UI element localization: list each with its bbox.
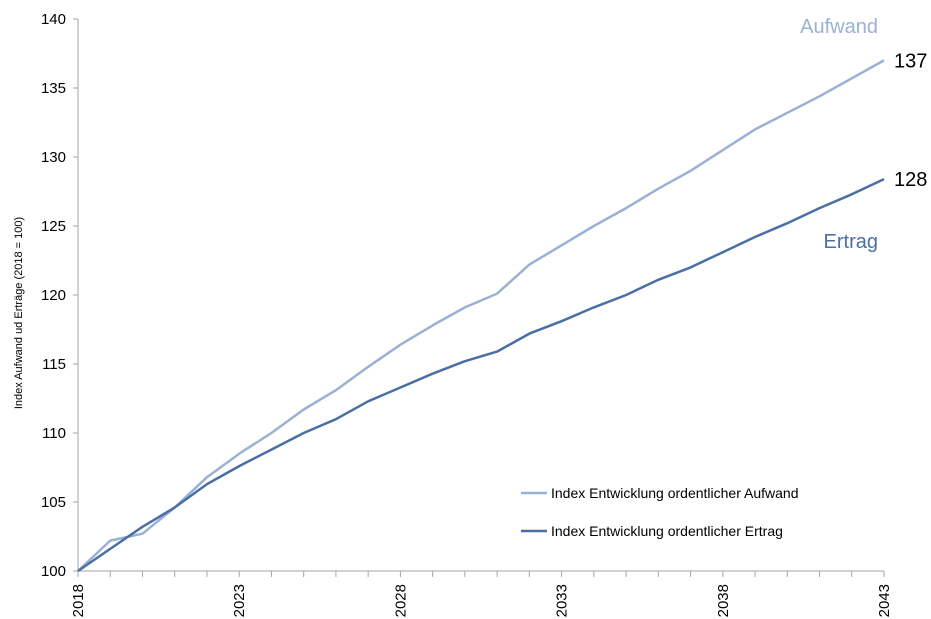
end-value-label: 128 (894, 169, 927, 191)
legend-label: Index Entwicklung ordentlicher Ertrag (551, 523, 783, 539)
series-line-1 (77, 177, 885, 573)
y-tick-label: 105 (41, 494, 66, 511)
series-lines (77, 59, 885, 573)
series-name-label: Aufwand (800, 16, 878, 38)
series-name-label: Ertrag (824, 231, 878, 253)
y-tick-label: 110 (42, 425, 66, 442)
legend-label: Index Entwicklung ordentlicher Aufwand (551, 485, 798, 501)
y-tick-label: 135 (41, 80, 66, 97)
series-labels: 137 Aufwand 128 Ertrag (800, 16, 927, 253)
legend: Index Entwicklung ordentlicher Aufwand In… (521, 485, 798, 539)
series-line-0 (77, 59, 885, 572)
x-tick-label: 2038 (715, 584, 732, 617)
x-tick-label: 2023 (231, 584, 248, 617)
x-tick-label: 2028 (392, 584, 409, 617)
y-tick-label: 120 (41, 287, 66, 304)
x-tick-label: 2033 (554, 584, 571, 617)
end-value-label: 137 (894, 50, 927, 72)
y-tick-label: 140 (41, 11, 66, 28)
axes: 100 105 110 115 120 125 130 135 140 2018 2023 2028 2… (13, 11, 893, 617)
y-axis-title: Index Aufwand ud Erträge (2018 = 100) (13, 217, 25, 409)
x-tick-label: 2018 (70, 584, 87, 617)
y-tick-label: 125 (41, 218, 66, 235)
x-tick-label: 2043 (876, 584, 893, 617)
y-tick-label: 100 (41, 563, 66, 580)
y-tick-label: 130 (41, 149, 66, 166)
y-tick-label: 115 (42, 356, 66, 373)
